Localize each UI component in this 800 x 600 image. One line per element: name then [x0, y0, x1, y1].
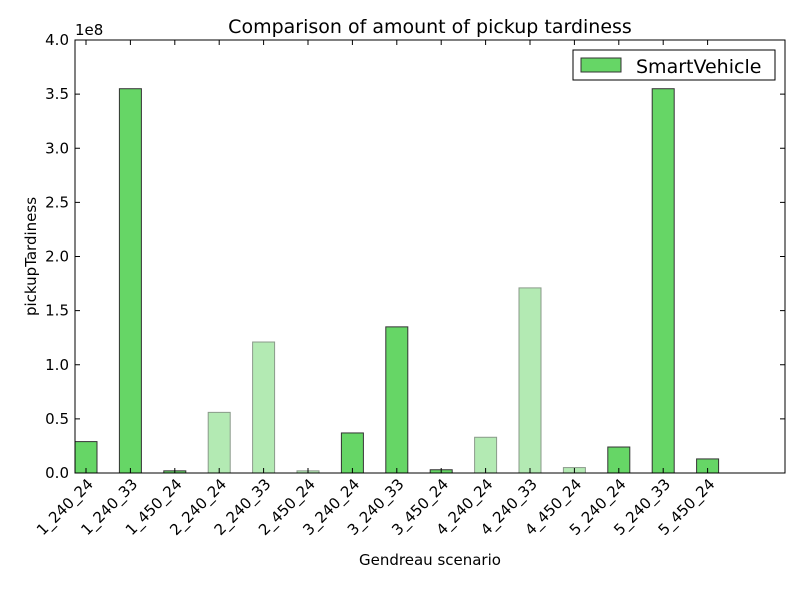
y-tick-label: 3.5	[45, 85, 69, 103]
y-axis-scale-label: 1e8	[75, 21, 103, 39]
y-tick-label: 3.0	[45, 139, 69, 157]
y-axis-ticks: 0.0 0.5 1.0 1.5 2.0 2.5 3.0 3.5 4.0	[45, 31, 785, 482]
plot-frame	[74, 39, 786, 474]
legend-label-smartvehicle: SmartVehicle	[636, 56, 761, 78]
y-tick-label: 4.0	[45, 31, 69, 49]
bar-2_240_33	[252, 341, 276, 474]
bar-1_240_33	[118, 88, 142, 474]
bar-3_240_33	[385, 326, 409, 474]
bars-group	[74, 88, 720, 474]
y-tick-label: 1.0	[45, 356, 69, 374]
bar-3_240_24	[340, 432, 364, 474]
x-axis-title: Gendreau scenario	[359, 551, 501, 569]
y-axis-title: pickupTardiness	[22, 197, 40, 316]
y-tick-label: 2.5	[45, 193, 69, 211]
bar-5_240_33	[651, 88, 675, 474]
bar-4_240_24	[474, 436, 498, 474]
bar-2_240_24	[207, 411, 231, 474]
legend: SmartVehicle	[572, 49, 776, 81]
y-tick-label: 2.0	[45, 248, 69, 266]
y-tick-label: 0.5	[45, 410, 69, 428]
y-tick-label: 0.0	[45, 464, 69, 482]
y-tick-label: 1.5	[45, 302, 69, 320]
legend-swatch-smartvehicle	[580, 57, 622, 73]
bar-4_240_33	[518, 287, 542, 474]
chart-title: Comparison of amount of pickup tardiness	[228, 16, 632, 38]
